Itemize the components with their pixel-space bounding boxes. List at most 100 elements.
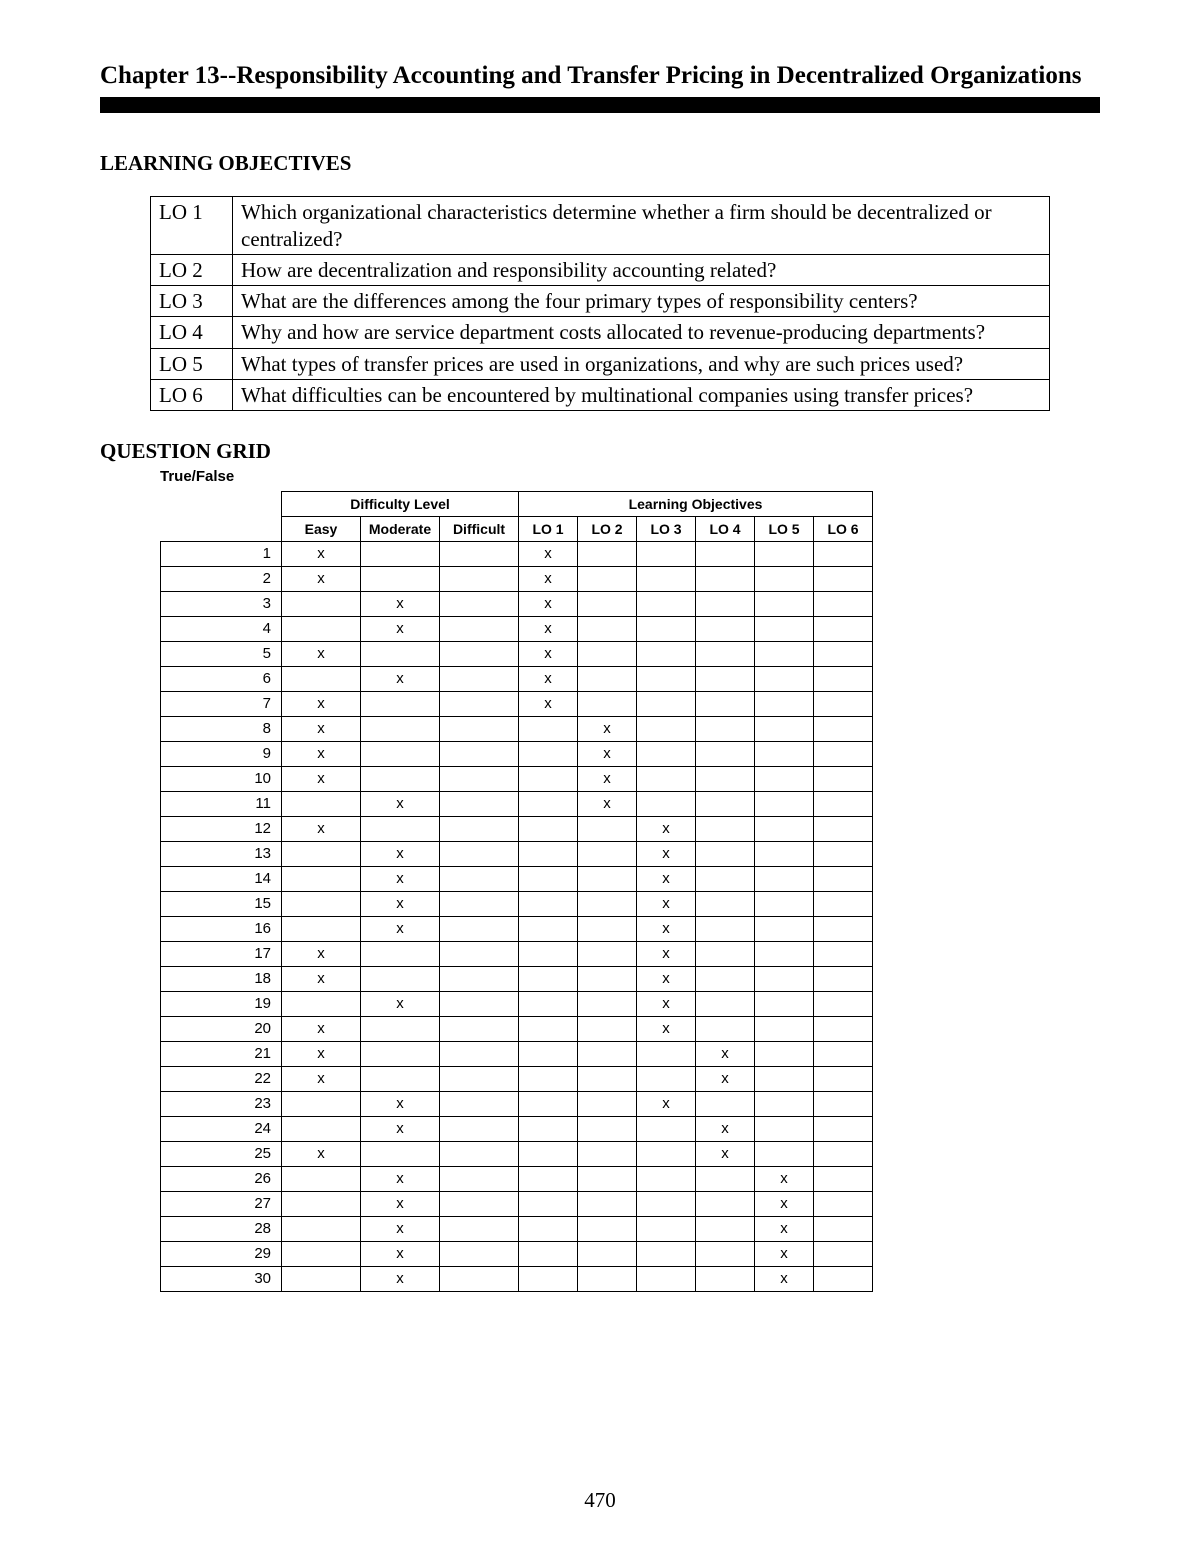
question-row: 7xx: [161, 692, 873, 717]
lo-cell: [637, 692, 696, 717]
question-grid-heading: QUESTION GRID: [100, 439, 1100, 464]
lo-cell: x: [637, 867, 696, 892]
difficulty-cell: [361, 1142, 440, 1167]
difficulty-cell: x: [361, 1242, 440, 1267]
lo-cell: [696, 817, 755, 842]
difficulty-cell: [282, 1192, 361, 1217]
lo-cell: [519, 917, 578, 942]
question-row: 6xx: [161, 667, 873, 692]
lo-cell: [814, 742, 873, 767]
lo-cell: [814, 692, 873, 717]
question-row: 18xx: [161, 967, 873, 992]
lo-cell: [578, 842, 637, 867]
difficulty-cell: x: [361, 1117, 440, 1142]
lo-cell: [696, 717, 755, 742]
lo-cell: [519, 1017, 578, 1042]
question-row: 12xx: [161, 817, 873, 842]
question-number: 12: [161, 817, 282, 842]
lo-column-header: LO 6: [814, 517, 873, 542]
lo-cell: [578, 1267, 637, 1292]
difficulty-cell: x: [282, 567, 361, 592]
lo-cell: x: [578, 767, 637, 792]
question-number: 14: [161, 867, 282, 892]
lo-cell: [578, 1142, 637, 1167]
lo-cell: [814, 542, 873, 567]
difficulty-cell: [440, 1267, 519, 1292]
lo-cell: [696, 617, 755, 642]
difficulty-cell: [440, 892, 519, 917]
lo-cell: [637, 542, 696, 567]
question-row: 24xx: [161, 1117, 873, 1142]
difficulty-cell: [361, 1017, 440, 1042]
difficulty-cell: [440, 1017, 519, 1042]
lo-cell: [696, 792, 755, 817]
lo-cell: [814, 1067, 873, 1092]
difficulty-cell: [361, 767, 440, 792]
lo-cell: [578, 817, 637, 842]
difficulty-cell: [361, 817, 440, 842]
lo-cell: [578, 592, 637, 617]
question-number: 16: [161, 917, 282, 942]
question-number: 1: [161, 542, 282, 567]
question-number: 17: [161, 942, 282, 967]
lo-cell: [696, 667, 755, 692]
lo-cell: [755, 942, 814, 967]
learning-objectives-table: LO 1Which organizational characteristics…: [150, 196, 1050, 411]
lo-cell: [519, 867, 578, 892]
lo-cell: [696, 592, 755, 617]
lo-cell: [814, 917, 873, 942]
question-row: 9xx: [161, 742, 873, 767]
question-number: 4: [161, 617, 282, 642]
difficulty-cell: [440, 1242, 519, 1267]
difficulty-cell: x: [282, 1042, 361, 1067]
lo-cell: [696, 1167, 755, 1192]
lo-cell: [814, 1217, 873, 1242]
lo-cell: [755, 1067, 814, 1092]
lo-cell: [814, 1267, 873, 1292]
question-number: 2: [161, 567, 282, 592]
lo-cell: [755, 967, 814, 992]
lo-cell: [755, 892, 814, 917]
question-number: 20: [161, 1017, 282, 1042]
difficulty-cell: [440, 942, 519, 967]
lo-cell: [519, 1242, 578, 1267]
difficulty-cell: [361, 967, 440, 992]
difficulty-cell: x: [361, 1217, 440, 1242]
lo-cell: [637, 1217, 696, 1242]
difficulty-cell: [440, 792, 519, 817]
difficulty-cell: x: [282, 742, 361, 767]
lo-cell: [578, 967, 637, 992]
lo-cell: [696, 1267, 755, 1292]
question-row: 23xx: [161, 1092, 873, 1117]
lo-cell: x: [578, 742, 637, 767]
question-number: 27: [161, 1192, 282, 1217]
difficulty-cell: x: [361, 1267, 440, 1292]
lo-cell: [814, 1192, 873, 1217]
lo-cell: [637, 567, 696, 592]
lo-cell: [755, 567, 814, 592]
difficulty-cell: [440, 1042, 519, 1067]
question-row: 28xx: [161, 1217, 873, 1242]
lo-cell: [755, 667, 814, 692]
learning-objective-row: LO 1Which organizational characteristics…: [151, 197, 1050, 255]
difficulty-cell: x: [282, 942, 361, 967]
lo-cell: [637, 1067, 696, 1092]
learning-objective-text: Why and how are service department costs…: [233, 317, 1050, 348]
question-number: 3: [161, 592, 282, 617]
lo-cell: [578, 892, 637, 917]
lo-cell: [519, 1092, 578, 1117]
lo-cell: [814, 867, 873, 892]
difficulty-cell: [440, 817, 519, 842]
lo-cell: [519, 817, 578, 842]
lo-cell: [519, 967, 578, 992]
lo-cell: [755, 742, 814, 767]
lo-cell: [637, 1142, 696, 1167]
difficulty-cell: [440, 1142, 519, 1167]
lo-cell: [814, 967, 873, 992]
lo-cell: [637, 1267, 696, 1292]
lo-cell: [696, 967, 755, 992]
lo-cell: [755, 617, 814, 642]
lo-cell: [637, 1192, 696, 1217]
lo-column-header: LO 4: [696, 517, 755, 542]
lo-cell: [519, 742, 578, 767]
